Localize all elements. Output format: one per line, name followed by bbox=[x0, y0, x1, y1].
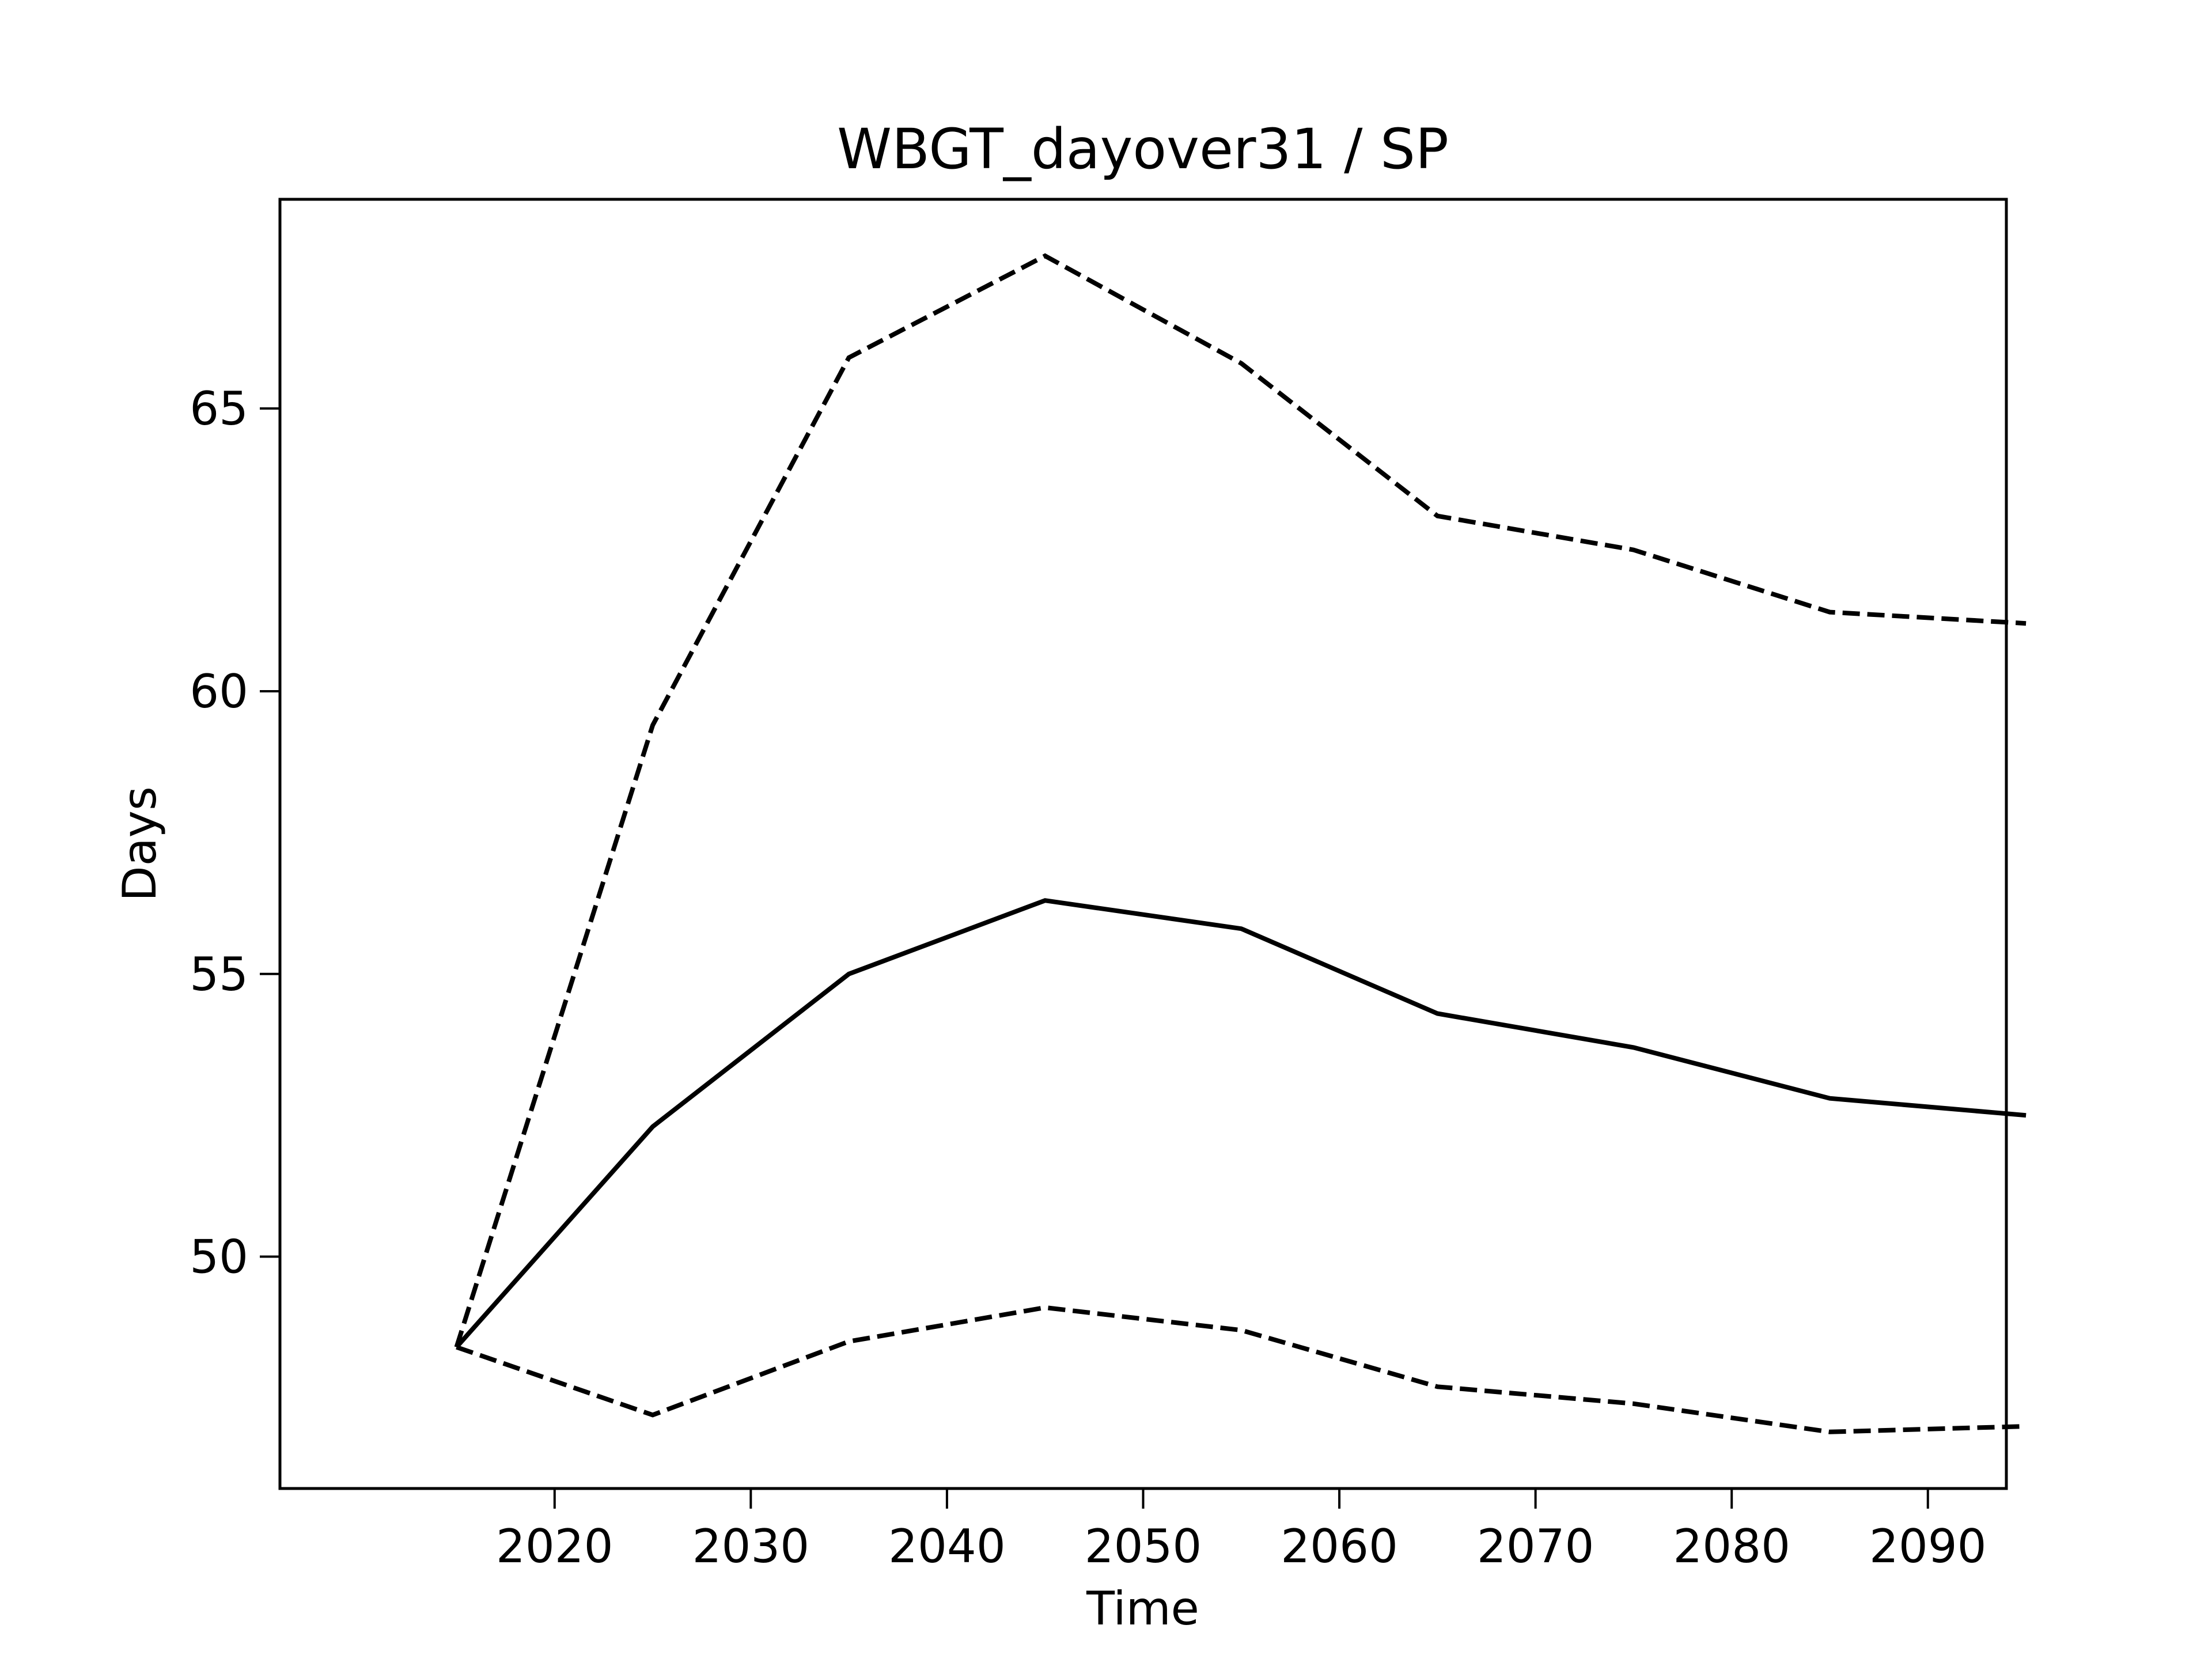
y-tick-label: 50 bbox=[190, 1230, 248, 1284]
y-tick-label: 55 bbox=[190, 948, 248, 1001]
y-axis-label: Days bbox=[113, 786, 166, 902]
chart-title: WBGT_dayover31 / SP bbox=[837, 117, 1449, 181]
x-tick-label: 2040 bbox=[888, 1520, 1006, 1573]
median-solid-line bbox=[454, 898, 2027, 1349]
y-axis-ticks: 50 55 60 65 bbox=[190, 382, 280, 1284]
x-tick-label: 2020 bbox=[496, 1520, 613, 1573]
upper-dashed-line bbox=[454, 253, 2027, 1348]
x-axis-ticks: 2020 2030 2040 2050 2060 2070 2080 2090 bbox=[496, 1488, 1987, 1573]
series-layer bbox=[454, 253, 2027, 1434]
y-tick-label: 60 bbox=[190, 665, 248, 718]
x-tick-label: 2050 bbox=[1085, 1520, 1202, 1573]
plot-frame bbox=[278, 198, 2008, 1490]
x-tick-label: 2030 bbox=[692, 1520, 810, 1573]
y-tick-label: 65 bbox=[190, 382, 248, 435]
x-tick-label: 2080 bbox=[1673, 1520, 1790, 1573]
x-tick-label: 2060 bbox=[1281, 1520, 1398, 1573]
x-tick-label: 2090 bbox=[1869, 1520, 1987, 1573]
x-tick-label: 2070 bbox=[1477, 1520, 1594, 1573]
x-axis-label: Time bbox=[1086, 1582, 1199, 1635]
lower-dashed-line bbox=[456, 1305, 2027, 1434]
